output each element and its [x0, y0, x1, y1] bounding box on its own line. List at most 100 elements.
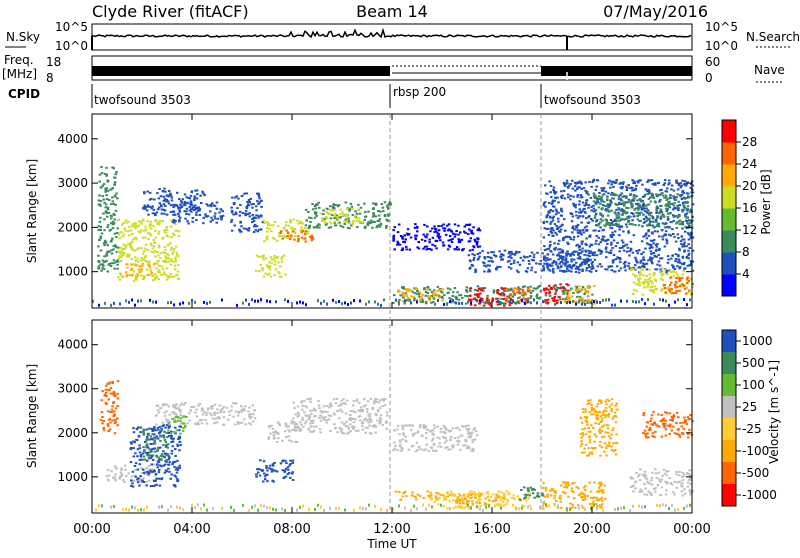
power-cell — [566, 180, 569, 182]
power-cell — [565, 257, 568, 259]
power-cell — [673, 190, 676, 192]
velocity-cell — [163, 431, 166, 433]
velocity-cell — [216, 418, 219, 420]
power-cell — [581, 270, 584, 272]
power-cell — [586, 199, 589, 201]
power-cell — [632, 198, 635, 200]
velocity-cell — [139, 451, 142, 453]
power-colorbar-swatch — [722, 164, 736, 187]
velocity-cell — [177, 416, 180, 418]
power-cell — [637, 218, 640, 220]
power-cell — [524, 302, 526, 305]
power-cell — [220, 218, 223, 220]
power-cell — [312, 208, 315, 210]
power-cell — [186, 196, 189, 198]
power-cell — [619, 247, 622, 249]
power-cell — [109, 189, 112, 191]
power-cell — [477, 285, 480, 287]
power-cell — [170, 211, 173, 213]
velocity-cell — [461, 497, 464, 499]
power-cell — [438, 229, 441, 231]
power-cell — [458, 248, 461, 250]
power-cell — [500, 253, 503, 255]
power-cell — [265, 238, 268, 240]
velocity-cell — [190, 410, 193, 412]
cpid-row: CPID twofsound 3503 rbsp 200 twofsound 3… — [8, 84, 641, 108]
velocity-cell — [204, 419, 207, 421]
power-cell — [567, 290, 570, 292]
velocity-cell — [177, 420, 180, 422]
velocity-cell — [212, 418, 215, 420]
power-cell — [617, 212, 620, 214]
power-cell — [557, 221, 560, 223]
power-cell — [672, 233, 675, 235]
power-cell — [139, 271, 142, 273]
power-cell — [103, 218, 106, 220]
power-cell — [627, 207, 630, 209]
power-cell — [584, 250, 587, 252]
power-cell — [677, 193, 680, 195]
power-cell — [437, 286, 440, 288]
velocity-cell — [156, 464, 159, 466]
velocity-cell — [446, 507, 449, 509]
velocity-cell — [158, 432, 161, 434]
power-cell — [593, 285, 596, 287]
power-cell — [426, 234, 429, 236]
power-cell — [652, 274, 655, 276]
power-cell — [221, 299, 223, 302]
power-cell — [253, 231, 256, 233]
power-cell — [642, 294, 645, 296]
power-cell — [530, 269, 533, 271]
power-cell — [427, 248, 430, 250]
power-cell — [425, 295, 428, 297]
velocity-cell — [178, 449, 181, 451]
power-cell — [340, 209, 343, 211]
power-cell — [596, 254, 599, 256]
power-cell — [296, 220, 299, 222]
velocity-cell — [487, 491, 490, 493]
power-cell — [191, 208, 194, 210]
power-cell — [426, 246, 429, 248]
power-cell — [657, 231, 660, 233]
power-cell — [642, 274, 645, 276]
power-cell — [374, 300, 376, 303]
power-cell — [468, 228, 471, 230]
power-cell — [293, 239, 296, 241]
power-cell — [524, 256, 527, 258]
power-cell — [185, 213, 188, 215]
velocity-cell — [244, 423, 247, 425]
power-cell — [160, 195, 163, 197]
power-cell — [587, 295, 590, 297]
power-cell — [680, 196, 683, 198]
power-cell — [356, 218, 359, 220]
power-cell — [635, 250, 638, 252]
velocity-cell — [411, 492, 414, 494]
velocity-cell — [399, 444, 402, 446]
power-cell — [150, 221, 153, 223]
velocity-cell — [435, 492, 438, 494]
velocity-cell — [462, 499, 465, 501]
power-cell — [639, 220, 642, 222]
power-cell — [156, 260, 159, 262]
power-cell — [101, 233, 104, 235]
velocity-cell — [375, 398, 378, 400]
power-cell — [448, 228, 451, 230]
velocity-cell — [143, 459, 146, 461]
velocity-cell — [181, 403, 184, 405]
velocity-cell — [468, 500, 471, 502]
velocity-cell — [154, 440, 157, 442]
velocity-cell — [278, 423, 281, 425]
power-cell — [688, 243, 691, 245]
power-cell — [640, 212, 643, 214]
power-cell — [461, 249, 464, 251]
power-cell — [155, 267, 158, 269]
power-cell — [585, 204, 588, 206]
power-cell — [630, 212, 633, 214]
power-cell — [664, 246, 667, 248]
power-cell — [191, 221, 194, 223]
power-cell — [168, 260, 171, 262]
velocity-cell — [471, 439, 474, 441]
velocity-cell — [162, 422, 165, 424]
power-cell — [449, 235, 452, 237]
power-cell — [184, 218, 187, 220]
